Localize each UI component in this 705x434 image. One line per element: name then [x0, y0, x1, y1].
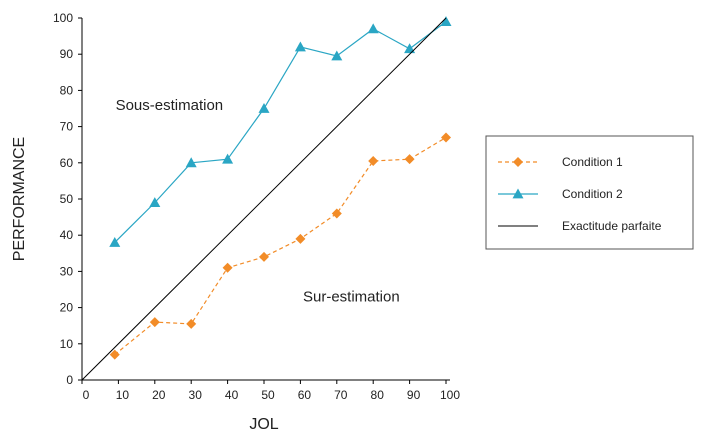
data-point	[259, 251, 269, 262]
annotation-label: Sous-estimation	[116, 97, 224, 114]
data-point	[222, 262, 233, 273]
plot-area	[81, 16, 452, 381]
legend-item: Exactitude parfaite	[498, 219, 662, 233]
x-tick-label: 60	[298, 388, 312, 402]
data-point	[331, 50, 343, 61]
data-point	[258, 103, 270, 113]
legend: Condition 1 Condition 2 Exactitude parfait…	[485, 135, 694, 250]
x-tick-label: 80	[371, 388, 385, 402]
series-line	[81, 17, 447, 381]
legend-item: Condition 2	[498, 187, 623, 201]
x-tick-label: 100	[440, 388, 460, 402]
y-tick-label: 70	[60, 120, 74, 134]
y-tick-label: 20	[60, 301, 74, 315]
y-tick-label: 90	[60, 47, 74, 61]
y-tick-label: 40	[60, 228, 74, 242]
legend-marker	[512, 188, 524, 199]
legend-item: Condition 1	[498, 155, 623, 169]
data-point	[186, 318, 197, 329]
data-point	[295, 233, 306, 244]
data-point	[368, 155, 379, 166]
data-point	[149, 317, 160, 328]
annotation-label: Sur-estimation	[303, 289, 400, 306]
data-point	[404, 43, 416, 54]
x-tick-label: 70	[334, 388, 348, 402]
x-tick-label: 20	[152, 388, 166, 402]
data-point	[441, 132, 451, 143]
x-tick-label: 10	[116, 388, 130, 402]
annotations: Sous-estimation Sur-estimation	[116, 97, 400, 306]
x-tick-label: 50	[261, 388, 275, 402]
data-point	[109, 236, 121, 247]
series-condition-1	[109, 132, 451, 360]
series-line	[114, 21, 447, 243]
y-tick-label: 10	[60, 337, 74, 351]
y-tick-label: 100	[53, 11, 73, 25]
series-line	[114, 136, 447, 356]
x-tick-label: 0	[83, 388, 90, 402]
legend-label: Condition 2	[562, 187, 623, 201]
y-tick-label: 60	[60, 156, 74, 170]
y-axis-title: PERFORMANCE	[11, 137, 28, 261]
data-point	[149, 197, 161, 208]
data-point	[440, 16, 452, 27]
data-point	[222, 153, 234, 164]
x-axis-title: JOL	[249, 416, 278, 433]
data-point	[367, 23, 379, 34]
legend-box	[485, 135, 694, 250]
series-condition-2	[109, 16, 452, 247]
x-tick-label: 40	[225, 388, 239, 402]
data-point	[109, 349, 120, 360]
x-tick-label: 30	[189, 388, 203, 402]
legend-label: Condition 1	[562, 155, 623, 169]
series-exactitude-parfaite	[81, 17, 447, 381]
y-tick-label: 0	[66, 373, 73, 387]
tick-labels: 0 10 20 30 40 50 60 70 80 90 100 0 10 20 30 40 50 60 70 80 9…	[53, 11, 460, 402]
data-point	[404, 154, 415, 165]
legend-label: Exactitude parfaite	[562, 219, 662, 233]
y-tick-label: 50	[60, 192, 74, 206]
data-point	[185, 157, 197, 168]
legend-marker	[513, 157, 523, 167]
y-tick-label: 30	[60, 264, 74, 278]
data-point	[331, 208, 342, 219]
y-tick-label: 80	[60, 83, 74, 97]
x-tick-label: 90	[407, 388, 421, 402]
data-point	[294, 41, 306, 52]
